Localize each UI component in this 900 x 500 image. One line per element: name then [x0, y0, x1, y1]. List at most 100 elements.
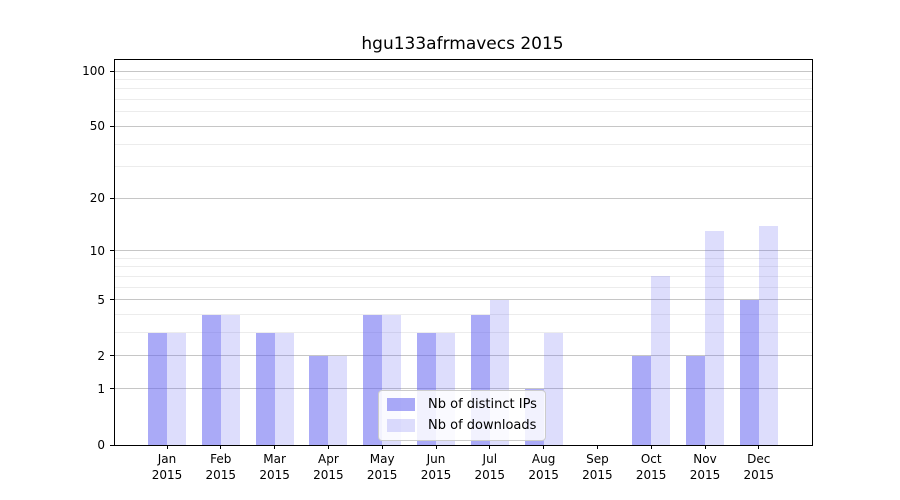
y-axis-tick — [110, 125, 114, 127]
bar — [148, 332, 167, 445]
y-axis-tick — [110, 388, 114, 390]
year-label: 2015 — [151, 468, 183, 482]
minor-gridline — [115, 257, 812, 259]
bar — [739, 299, 759, 445]
month-label: Sep — [586, 452, 609, 466]
legend-swatch — [387, 398, 415, 411]
y-axis-tick-label: 2 — [97, 348, 105, 363]
bar — [686, 355, 705, 445]
month-label: Dec — [747, 452, 771, 466]
bar — [651, 276, 671, 445]
minor-gridline — [115, 275, 812, 277]
y-axis-tick-label: 10 — [89, 243, 105, 258]
month-label: Aug — [531, 452, 556, 466]
x-axis-tick — [435, 445, 437, 449]
minor-gridline — [115, 332, 812, 334]
y-axis-tick — [110, 197, 114, 199]
minor-gridline — [115, 314, 812, 316]
y-axis-tick-label: 20 — [89, 191, 105, 206]
x-axis-tick — [489, 445, 491, 449]
bar — [167, 332, 186, 445]
bar — [632, 355, 652, 445]
plot-area: Nb of distinct IPs Nb of downloads 0 1 2 5 10… — [82, 59, 813, 482]
y-axis-tick — [110, 299, 114, 301]
major-gridline — [115, 197, 812, 199]
minor-gridline — [115, 266, 812, 268]
chart-title: hgu133afrmavecs 2015 — [361, 34, 564, 54]
month-label: Nov — [693, 452, 717, 466]
month-label: Mar — [263, 452, 286, 466]
year-label: 2015 — [582, 468, 613, 482]
bar — [758, 225, 778, 445]
major-gridline — [115, 299, 812, 301]
y-axis-tick-label: 0 — [97, 438, 105, 452]
bar — [201, 314, 221, 445]
month-label: Jul — [482, 452, 498, 466]
month-label: May — [369, 452, 395, 466]
x-axis-tick-label: Jul 2015 — [458, 451, 522, 483]
year-label: 2015 — [474, 468, 506, 482]
minor-gridline — [115, 286, 812, 288]
x-axis-tick-label: Jan 2015 — [135, 451, 199, 483]
bar — [363, 314, 383, 445]
month-label: Apr — [318, 452, 339, 466]
month-label: Jun — [426, 452, 446, 466]
y-axis-tick — [110, 444, 114, 446]
x-axis-tick-label: Jun 2015 — [404, 451, 468, 483]
major-gridline — [115, 70, 812, 72]
minor-gridline — [115, 78, 812, 80]
legend-label: Nb of downloads — [428, 418, 537, 433]
minor-gridline — [115, 88, 812, 90]
x-axis-tick-label: Feb 2015 — [189, 451, 253, 483]
bar — [309, 355, 329, 445]
y-axis-tick-label: 1 — [97, 381, 105, 396]
year-label: 2015 — [420, 468, 452, 482]
legend-swatch — [387, 419, 415, 432]
legend-label: Nb of distinct IPs — [428, 397, 537, 412]
minor-gridline — [115, 143, 812, 145]
y-axis-tick — [110, 70, 114, 72]
major-gridline — [115, 250, 812, 252]
x-axis-tick — [758, 445, 760, 449]
x-axis-tick-label: Aug 2015 — [512, 451, 576, 483]
minor-gridline — [115, 99, 812, 101]
month-label: Jan — [157, 452, 177, 466]
year-label: 2015 — [635, 468, 667, 482]
x-axis-tick-label: Nov 2015 — [673, 451, 737, 483]
x-axis-tick — [166, 445, 168, 449]
major-gridline — [115, 355, 812, 357]
bar — [328, 355, 348, 445]
y-axis-tick-label: 100 — [82, 64, 105, 78]
major-gridline — [115, 125, 812, 127]
minor-gridline — [115, 166, 812, 168]
x-axis-tick-label: Dec 2015 — [727, 451, 791, 483]
legend-item: Nb of downloads — [387, 418, 537, 433]
x-axis-tick — [596, 445, 598, 449]
bar — [543, 332, 563, 445]
x-axis-tick — [220, 445, 222, 449]
y-axis-tick — [110, 355, 114, 357]
x-axis-tick-label: May 2015 — [350, 451, 414, 483]
year-label: 2015 — [259, 468, 290, 482]
x-axis-tick-label: Mar 2015 — [243, 451, 307, 483]
x-axis-tick — [650, 445, 652, 449]
legend: Nb of distinct IPs Nb of downloads — [378, 390, 546, 441]
year-label: 2015 — [528, 468, 559, 482]
bar — [274, 332, 294, 445]
y-axis-tick — [110, 250, 114, 252]
year-label: 2015 — [366, 468, 398, 482]
bar — [255, 332, 275, 445]
year-label: 2015 — [205, 468, 237, 482]
y-axis-tick-label: 5 — [97, 292, 105, 307]
x-axis-tick-label: Oct 2015 — [619, 451, 683, 483]
minor-gridline — [115, 111, 812, 113]
major-gridline — [115, 388, 812, 390]
x-axis-tick — [327, 445, 329, 449]
year-label: 2015 — [689, 468, 721, 482]
x-axis-tick — [543, 445, 545, 449]
bar — [220, 314, 240, 445]
x-axis-tick — [274, 445, 276, 449]
x-axis-tick — [381, 445, 383, 449]
legend-item: Nb of distinct IPs — [387, 397, 537, 412]
